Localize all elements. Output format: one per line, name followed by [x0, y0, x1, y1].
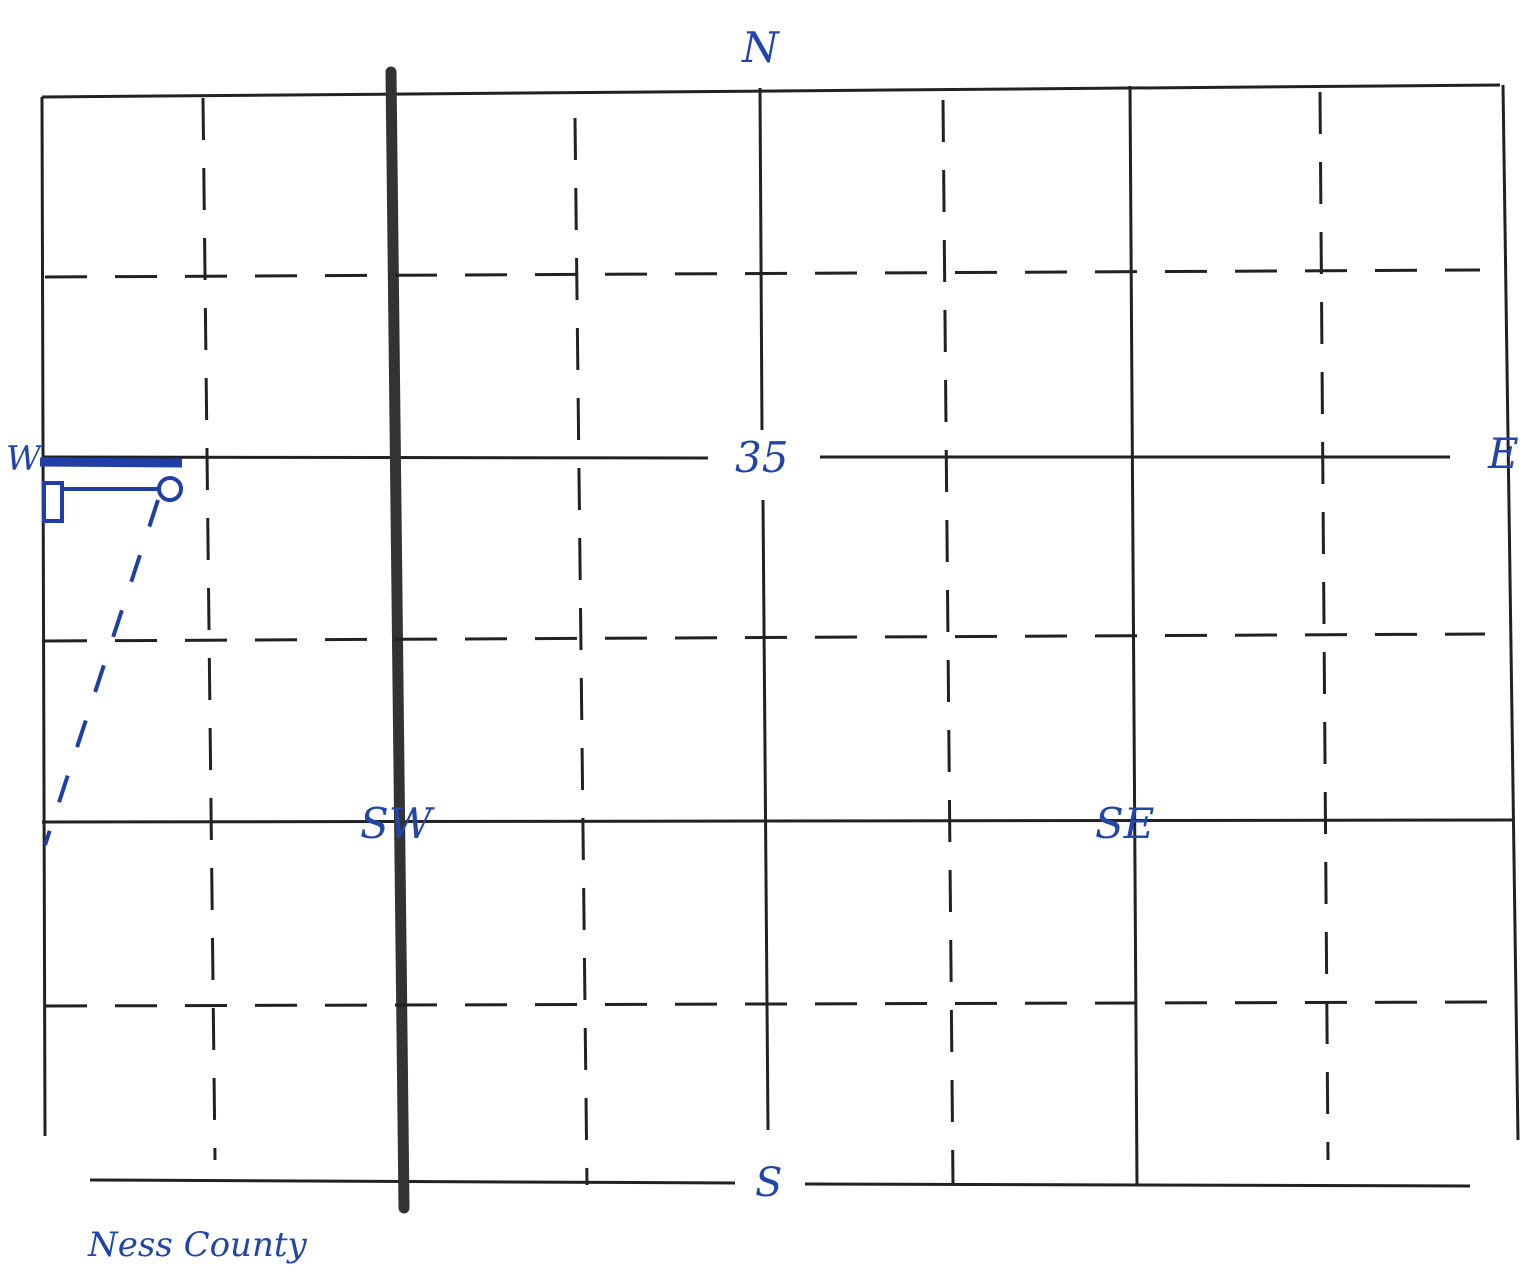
west-label: W — [6, 439, 44, 479]
lease-line-marker — [39, 457, 183, 468]
county-note: Ness County — [87, 1225, 308, 1265]
dashed-line-h1 — [44, 268, 1481, 279]
dashed-line-h3 — [44, 1000, 1491, 1008]
circle-icon — [157, 476, 183, 502]
north-south-midline-south — [761, 499, 770, 1131]
east-west-midline-west — [41, 455, 709, 460]
rectangle-icon — [42, 481, 64, 523]
location-markings — [39, 457, 183, 846]
north-label: N — [741, 23, 780, 72]
dashed-line-v1 — [201, 97, 217, 1161]
quarter-line-south — [41, 818, 1516, 824]
dashed-line-v2 — [573, 117, 589, 1186]
southwest-quarter-label: SW — [360, 799, 436, 848]
east-boundary-line — [1501, 84, 1520, 1141]
north-south-midline-north — [758, 87, 764, 431]
dashed-survey-line — [43, 499, 160, 846]
dashed-line-v4 — [1318, 91, 1330, 1161]
southeast-quarter-label: SE — [1095, 799, 1154, 848]
dashed-line-h2 — [44, 632, 1486, 643]
west-boundary-line — [40, 96, 47, 1137]
labels: N W E S 35 SW SE Ness County — [6, 23, 1519, 1265]
south-boundary-line-east — [804, 1182, 1471, 1188]
east-label: E — [1487, 429, 1519, 478]
south-label: S — [755, 1160, 782, 1206]
sixteenth-lines — [44, 91, 1491, 1186]
south-boundary-line-west — [89, 1178, 736, 1185]
section-number: 35 — [735, 433, 788, 482]
dashed-line-v3 — [941, 99, 955, 1186]
north-boundary-line — [41, 83, 1501, 99]
